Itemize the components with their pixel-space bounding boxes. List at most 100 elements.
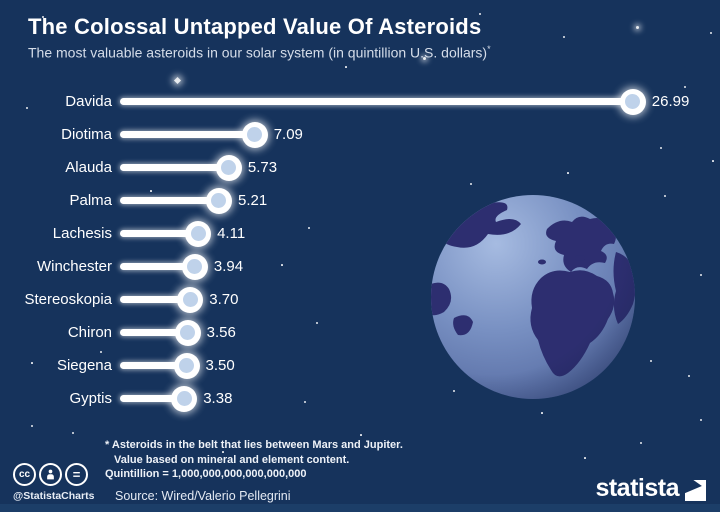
bar-knob-center [190, 226, 206, 241]
star [684, 86, 686, 88]
statista-wordmark: statista [595, 474, 679, 502]
page-title: The Colossal Untapped Value Of Asteroids [28, 14, 482, 39]
value-label: 3.70 [209, 291, 239, 308]
chart-subtitle: The most valuable asteroids in our solar… [28, 44, 491, 61]
bar-knob [173, 352, 200, 379]
attribution-person-icon [39, 463, 62, 486]
bar-knob-center [625, 94, 641, 109]
star [567, 172, 569, 174]
category-label: Alauda [65, 159, 112, 176]
value-label: 3.56 [206, 324, 236, 341]
category-label: Chiron [67, 324, 112, 341]
bar-knob-center [179, 358, 194, 373]
bar-knob-center [180, 325, 196, 340]
chart-row: Davida 26.99 [0, 85, 720, 118]
star [584, 457, 586, 459]
star [304, 401, 306, 403]
chart-row: Alauda 5.73 [0, 151, 720, 184]
statista-charts-handle: @StatistaCharts [13, 490, 95, 502]
star [72, 432, 74, 434]
value-label: 26.99 [651, 93, 690, 110]
bar-stem [120, 98, 633, 105]
category-label: Winchester [36, 258, 112, 275]
star [222, 451, 224, 453]
cc-icon: cc [13, 463, 36, 486]
star [31, 362, 33, 364]
value-label: 5.21 [237, 192, 268, 209]
star [660, 147, 662, 149]
bar-knob [181, 253, 208, 280]
bar-knob-center [221, 160, 237, 175]
star [453, 390, 455, 392]
star [26, 107, 28, 109]
footer-strip [0, 504, 720, 512]
statista-logo-mark [685, 479, 706, 501]
star [281, 264, 283, 266]
star [470, 183, 472, 185]
earth-illustration [431, 195, 635, 399]
bar-stem [120, 131, 255, 138]
star [345, 66, 347, 68]
star [700, 419, 702, 421]
category-label: Gyptis [69, 390, 112, 407]
bar-knob-center [211, 193, 227, 208]
star [418, 22, 420, 24]
value-label: 3.38 [203, 390, 233, 407]
chart-row: Stereoskopia 3.70 [0, 283, 720, 316]
star [710, 32, 712, 34]
bar-stem [120, 362, 187, 369]
category-label: Lachesis [52, 225, 112, 242]
footnote-line-3: Quintillion = 1,000,000,000,000,000,000 [105, 468, 307, 480]
bar-stem [120, 329, 188, 336]
category-label: Siegena [56, 357, 112, 374]
source-credit: Source: Wired/Valerio Pellegrini [115, 489, 291, 503]
chart-row: Winchester 3.94 [0, 250, 720, 283]
star [700, 274, 702, 276]
bar-stem [120, 197, 219, 204]
bar-knob [171, 385, 198, 412]
star [688, 375, 690, 377]
star [563, 36, 565, 38]
category-label: Palma [69, 192, 112, 209]
value-label: 5.73 [247, 159, 278, 176]
star [173, 76, 182, 85]
bar-stem [120, 263, 195, 270]
star [42, 16, 44, 18]
chart-row: Gyptis 3.38 [0, 382, 720, 415]
bar-knob [619, 88, 646, 115]
star [308, 227, 310, 229]
star [31, 425, 33, 427]
chart-row: Lachesis 4.11 [0, 217, 720, 250]
footnote-asterisk: * [487, 44, 491, 54]
chart-row: Palma 5.21 [0, 184, 720, 217]
footnote-line-2: Value based on mineral and element conte… [114, 453, 350, 466]
value-label: 3.50 [205, 357, 235, 374]
bar-knob [205, 187, 232, 214]
footnote-line-1: * Asteroids in the belt that lies betwee… [105, 439, 403, 451]
bar-knob [185, 220, 212, 247]
star [640, 442, 642, 444]
star [150, 190, 152, 192]
category-label: Diotima [61, 126, 112, 143]
bar-knob-center [187, 259, 203, 274]
statista-logo: statista [595, 474, 706, 503]
bar-knob [241, 121, 268, 148]
bar-stem [120, 164, 229, 171]
star [479, 13, 481, 15]
star [664, 195, 666, 197]
star [423, 57, 426, 60]
bar-knob [177, 286, 204, 313]
lollipop-chart: Davida 26.99 Diotima 7.09 Alauda 5.73 Palma 5.2… [0, 85, 720, 415]
bar-stem [120, 395, 185, 402]
bar-knob [215, 154, 242, 181]
bar-knob-center [176, 391, 192, 406]
star [316, 322, 318, 324]
license-icons: cc = [13, 463, 88, 486]
bar-stem [120, 296, 191, 303]
value-label: 4.11 [217, 225, 246, 242]
star [636, 26, 639, 29]
bar-stem [120, 230, 199, 237]
star [541, 412, 543, 414]
no-derivatives-icon: = [65, 463, 88, 486]
